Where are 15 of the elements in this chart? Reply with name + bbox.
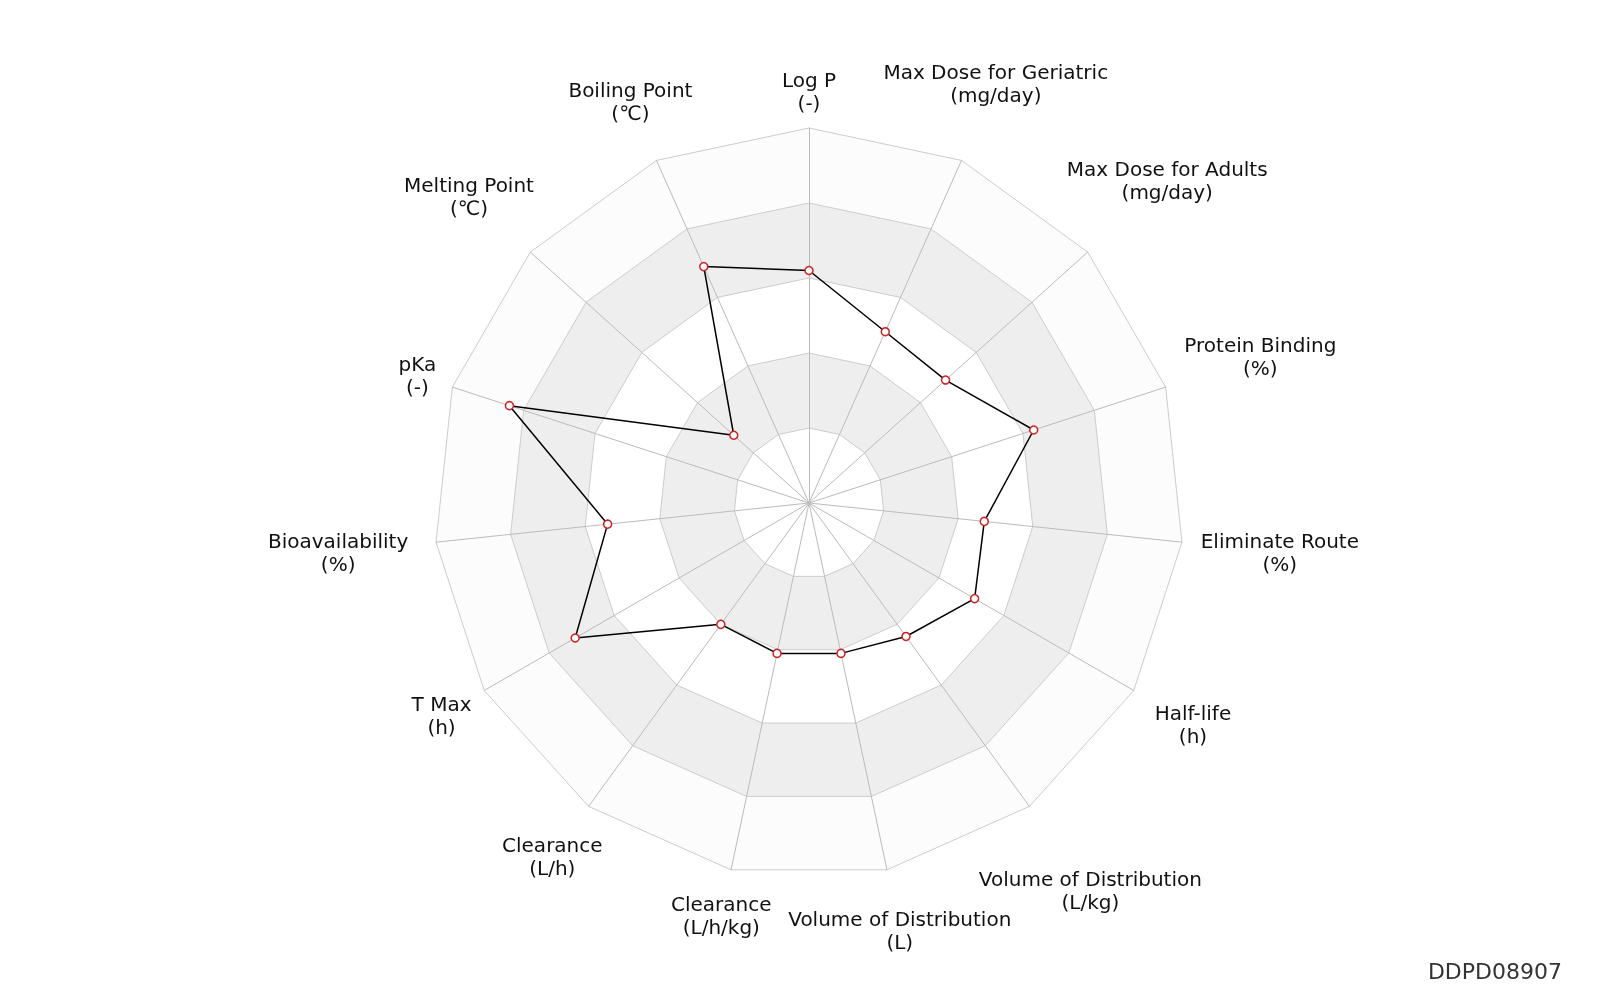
spoke-label: Clearance (L/h/kg) [671,892,772,940]
spoke-label: Clearance (L/h) [502,832,603,880]
spoke-label: Eliminate Route (%) [1200,528,1359,576]
spoke-label: Protein Binding (%) [1184,332,1337,380]
spoke-label: Log P (-) [781,67,837,115]
spoke-label: pKa (-) [398,352,437,400]
spoke-label: Melting Point (℃) [404,173,535,221]
text: DDPD08907 [1427,958,1562,984]
spoke-label: Max Dose for Geriatric (mg/day) [883,59,1109,107]
spoke-label: Half-life (h) [1154,701,1232,749]
spoke-label: Volume of Distribution (L) [788,906,1012,954]
spoke-label: T Max (h) [410,691,472,739]
spoke-label: Max Dose for Adults (mg/day) [1066,156,1268,204]
spoke-label: Boiling Point (℃) [568,78,693,126]
spoke-label: Bioavailability (%) [268,528,409,576]
